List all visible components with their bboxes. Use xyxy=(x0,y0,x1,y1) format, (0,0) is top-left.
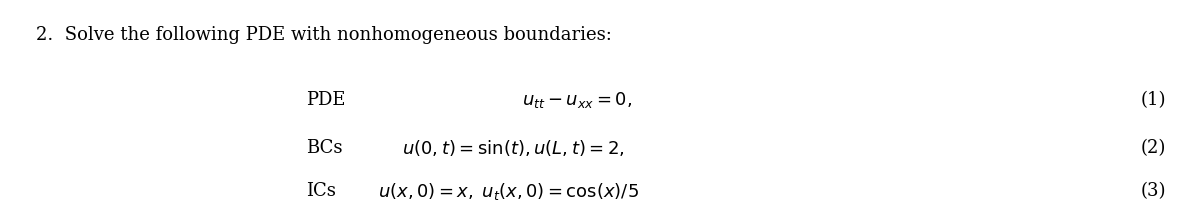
Text: $u_{tt} - u_{xx} = 0,$: $u_{tt} - u_{xx} = 0,$ xyxy=(522,91,632,110)
Text: (3): (3) xyxy=(1141,182,1166,200)
Text: 2.  Solve the following PDE with nonhomogeneous boundaries:: 2. Solve the following PDE with nonhomog… xyxy=(36,26,612,44)
Text: $u(x, 0) = x, \; u_t(x, 0) = \cos(x)/5$: $u(x, 0) = x, \; u_t(x, 0) = \cos(x)/5$ xyxy=(378,181,638,202)
Text: ICs: ICs xyxy=(306,182,336,200)
Text: (2): (2) xyxy=(1141,139,1166,157)
Text: (1): (1) xyxy=(1141,91,1166,110)
Text: $u(0, t) = \sin(t), u(L, t) = 2,$: $u(0, t) = \sin(t), u(L, t) = 2,$ xyxy=(402,138,625,158)
Text: BCs: BCs xyxy=(306,139,342,157)
Text: PDE: PDE xyxy=(306,91,346,110)
